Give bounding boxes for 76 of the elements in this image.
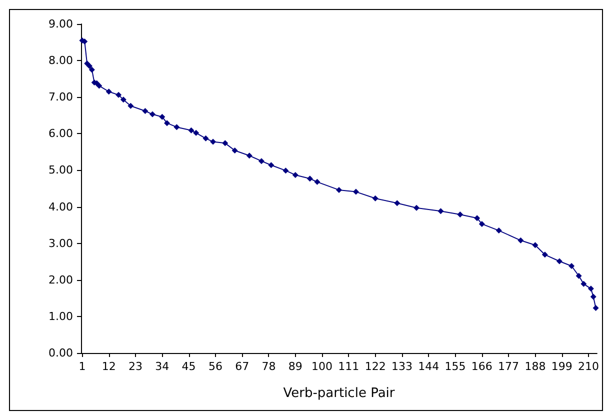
x-tick-label: 166 bbox=[471, 360, 492, 373]
point bbox=[282, 168, 289, 174]
point bbox=[246, 152, 252, 159]
point bbox=[116, 92, 122, 98]
point bbox=[128, 102, 134, 109]
point bbox=[232, 147, 238, 154]
point bbox=[210, 138, 216, 145]
point bbox=[142, 108, 148, 114]
x-tick-label: 111 bbox=[338, 360, 360, 373]
x-tick-label: 23 bbox=[128, 360, 143, 373]
x-tick-label: 122 bbox=[364, 360, 386, 373]
point bbox=[336, 186, 342, 193]
x-tick-label: 1 bbox=[78, 360, 86, 373]
y-tick-label: 0.00 bbox=[48, 346, 73, 360]
y-tick-label: 8.00 bbox=[48, 54, 73, 68]
x-tick-label: 210 bbox=[578, 360, 599, 373]
point bbox=[478, 220, 485, 227]
point bbox=[174, 124, 180, 130]
y-tick-label: 1.00 bbox=[48, 310, 73, 323]
point bbox=[496, 228, 502, 234]
x-tick-label: 45 bbox=[182, 360, 196, 373]
point bbox=[588, 286, 594, 292]
x-axis-title: Verb-particle Pair bbox=[283, 386, 396, 401]
point bbox=[457, 211, 464, 218]
point bbox=[193, 130, 200, 136]
y-tick-label: 7.00 bbox=[48, 90, 73, 104]
x-tick-label: 100 bbox=[312, 360, 333, 373]
x-tick-label: 155 bbox=[444, 360, 466, 373]
point bbox=[86, 63, 92, 70]
point bbox=[314, 178, 320, 185]
y-tick-label: 3.00 bbox=[48, 236, 73, 250]
point bbox=[542, 252, 548, 258]
point bbox=[576, 272, 582, 279]
y-tick-label: 9.00 bbox=[48, 18, 73, 30]
point bbox=[258, 158, 264, 164]
point bbox=[518, 237, 524, 244]
x-tick-label: 12 bbox=[102, 360, 116, 373]
x-tick-label: 177 bbox=[498, 360, 520, 373]
point bbox=[306, 176, 313, 182]
point bbox=[268, 162, 274, 168]
point bbox=[394, 200, 400, 206]
point bbox=[372, 195, 378, 202]
point bbox=[96, 82, 102, 89]
point bbox=[106, 88, 112, 95]
point bbox=[414, 204, 420, 211]
point bbox=[88, 66, 95, 73]
point bbox=[149, 111, 156, 118]
point bbox=[474, 215, 480, 222]
x-tick-label: 133 bbox=[391, 360, 412, 373]
point bbox=[568, 263, 575, 269]
y-tick-label: 6.00 bbox=[48, 127, 73, 140]
point bbox=[164, 120, 170, 126]
x-tick-label: 188 bbox=[524, 360, 546, 373]
y-tick-label: 2.00 bbox=[48, 273, 73, 286]
point bbox=[292, 172, 298, 178]
x-tick-label: 56 bbox=[208, 360, 222, 373]
point bbox=[580, 280, 587, 287]
x-tick-label: 199 bbox=[551, 360, 572, 373]
point bbox=[352, 188, 359, 195]
point bbox=[532, 242, 538, 248]
x-tick-label: 78 bbox=[262, 360, 276, 373]
x-tick-label: 34 bbox=[155, 360, 170, 373]
point bbox=[556, 258, 562, 264]
point bbox=[592, 305, 599, 312]
point bbox=[120, 96, 126, 103]
point bbox=[159, 114, 166, 120]
point bbox=[202, 135, 209, 142]
point bbox=[188, 127, 194, 134]
y-tick-label: 4.00 bbox=[48, 200, 73, 214]
x-tick-label: 89 bbox=[288, 360, 302, 373]
x-tick-label: 67 bbox=[235, 360, 250, 373]
x-tick-label: 144 bbox=[418, 360, 440, 373]
point bbox=[438, 208, 444, 214]
y-tick-label: 5.00 bbox=[48, 164, 73, 177]
point bbox=[590, 294, 596, 300]
point bbox=[222, 140, 228, 146]
